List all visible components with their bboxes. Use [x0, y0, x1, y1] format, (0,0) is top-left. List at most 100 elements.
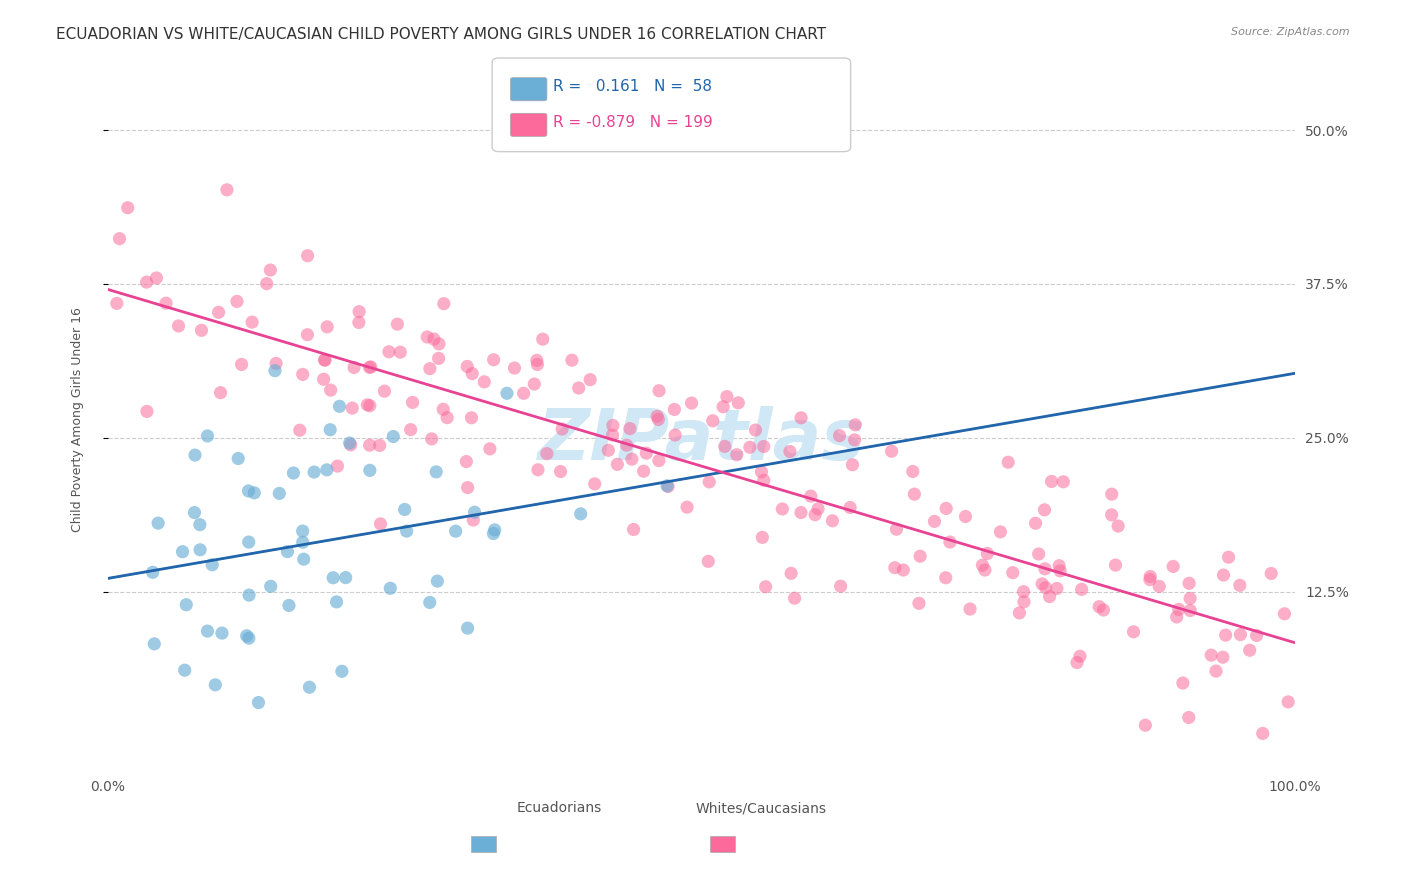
Ecuadorians: [235, 629, 257, 643]
Whites/Caucasians: [901, 465, 924, 479]
Whites/Caucasians: [935, 501, 957, 516]
Whites/Caucasians: [207, 305, 229, 319]
Ecuadorians: [143, 637, 166, 651]
Whites/Caucasians: [606, 458, 628, 472]
Whites/Caucasians: [1104, 558, 1126, 572]
Whites/Caucasians: [1277, 695, 1299, 709]
Whites/Caucasians: [908, 549, 931, 564]
Whites/Caucasians: [935, 571, 957, 585]
Ecuadorians: [264, 364, 287, 378]
Whites/Caucasians: [1040, 475, 1063, 489]
Whites/Caucasians: [1178, 591, 1201, 606]
Whites/Caucasians: [783, 591, 806, 606]
Whites/Caucasians: [427, 351, 450, 366]
Whites/Caucasians: [664, 428, 686, 442]
Whites/Caucasians: [527, 463, 550, 477]
Whites/Caucasians: [190, 323, 212, 337]
Whites/Caucasians: [347, 316, 370, 330]
Whites/Caucasians: [664, 402, 686, 417]
Ecuadorians: [174, 598, 197, 612]
Whites/Caucasians: [399, 423, 422, 437]
Whites/Caucasians: [755, 580, 778, 594]
Ecuadorians: [302, 465, 325, 479]
Whites/Caucasians: [1139, 573, 1161, 587]
Whites/Caucasians: [828, 428, 851, 442]
Whites/Caucasians: [472, 375, 495, 389]
Whites/Caucasians: [1001, 566, 1024, 580]
Whites/Caucasians: [800, 489, 823, 503]
Whites/Caucasians: [1167, 602, 1189, 616]
Whites/Caucasians: [1205, 664, 1227, 678]
Whites/Caucasians: [503, 361, 526, 376]
Whites/Caucasians: [461, 367, 484, 381]
Whites/Caucasians: [972, 558, 994, 573]
Whites/Caucasians: [716, 390, 738, 404]
Whites/Caucasians: [1251, 726, 1274, 740]
Whites/Caucasians: [839, 500, 862, 515]
Whites/Caucasians: [886, 522, 908, 536]
Whites/Caucasians: [1092, 603, 1115, 617]
Whites/Caucasians: [1035, 581, 1057, 595]
Ecuadorians: [444, 524, 467, 538]
Whites/Caucasians: [1161, 559, 1184, 574]
Whites/Caucasians: [526, 353, 548, 368]
Whites/Caucasians: [387, 317, 409, 331]
Whites/Caucasians: [342, 401, 364, 415]
Ecuadorians: [204, 678, 226, 692]
Whites/Caucasians: [727, 396, 749, 410]
Whites/Caucasians: [316, 319, 339, 334]
Whites/Caucasians: [1028, 547, 1050, 561]
Y-axis label: Child Poverty Among Girls Under 16: Child Poverty Among Girls Under 16: [72, 307, 84, 532]
Whites/Caucasians: [460, 410, 482, 425]
Ecuadorians: [322, 571, 344, 585]
Whites/Caucasians: [974, 563, 997, 577]
Whites/Caucasians: [526, 358, 548, 372]
Whites/Caucasians: [482, 352, 505, 367]
Ecuadorians: [482, 526, 505, 541]
Whites/Caucasians: [1178, 576, 1201, 591]
Whites/Caucasians: [432, 402, 454, 417]
Whites/Caucasians: [1101, 487, 1123, 501]
Whites/Caucasians: [647, 412, 669, 426]
Whites/Caucasians: [1107, 519, 1129, 533]
Whites/Caucasians: [297, 327, 319, 342]
Whites/Caucasians: [883, 560, 905, 574]
Whites/Caucasians: [903, 487, 925, 501]
Whites/Caucasians: [1052, 475, 1074, 489]
Whites/Caucasians: [598, 443, 620, 458]
Whites/Caucasians: [1088, 599, 1111, 614]
Ecuadorians: [380, 582, 402, 596]
Whites/Caucasians: [752, 440, 775, 454]
Whites/Caucasians: [711, 400, 734, 414]
Whites/Caucasians: [807, 501, 830, 516]
Whites/Caucasians: [1031, 577, 1053, 591]
Ecuadorians: [457, 621, 479, 635]
Whites/Caucasians: [423, 332, 446, 346]
Whites/Caucasians: [463, 513, 485, 527]
Whites/Caucasians: [155, 296, 177, 310]
Whites/Caucasians: [1046, 582, 1069, 596]
Whites/Caucasians: [356, 398, 378, 412]
Ecuadorians: [283, 466, 305, 480]
Ecuadorians: [464, 505, 486, 519]
Whites/Caucasians: [1025, 516, 1047, 531]
Text: R =   0.161   N =  58: R = 0.161 N = 58: [553, 79, 711, 94]
Whites/Caucasians: [751, 465, 773, 479]
Ecuadorians: [315, 463, 337, 477]
Whites/Caucasians: [314, 352, 336, 367]
Whites/Caucasians: [264, 356, 287, 370]
Ecuadorians: [394, 502, 416, 516]
Whites/Caucasians: [389, 345, 412, 359]
Whites/Caucasians: [420, 432, 443, 446]
Whites/Caucasians: [326, 459, 349, 474]
Whites/Caucasians: [821, 514, 844, 528]
Ecuadorians: [330, 665, 353, 679]
Ecuadorians: [197, 624, 219, 638]
Ecuadorians: [173, 663, 195, 677]
Whites/Caucasians: [602, 428, 624, 442]
Whites/Caucasians: [1147, 579, 1170, 593]
Whites/Caucasians: [891, 563, 914, 577]
Ecuadorians: [184, 448, 207, 462]
Ecuadorians: [188, 542, 211, 557]
Whites/Caucasians: [645, 409, 668, 424]
